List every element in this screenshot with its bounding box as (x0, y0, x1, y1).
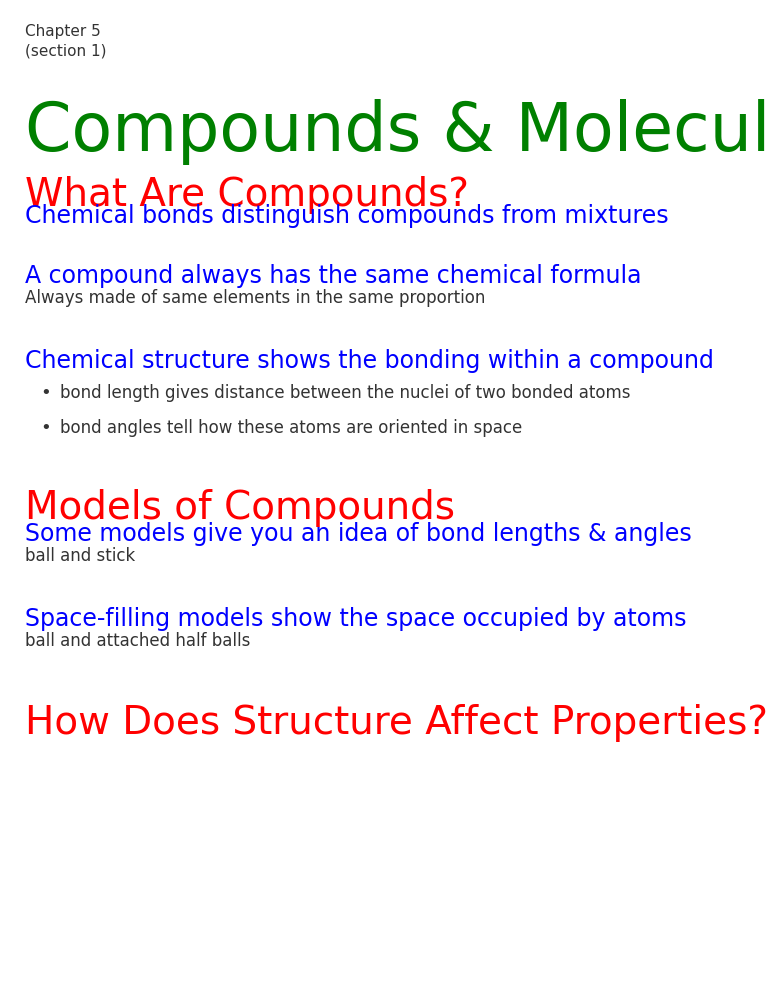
Text: bond angles tell how these atoms are oriented in space: bond angles tell how these atoms are ori… (60, 419, 522, 437)
Text: Some models give you an idea of bond lengths & angles: Some models give you an idea of bond len… (25, 522, 692, 546)
Text: Always made of same elements in the same proportion: Always made of same elements in the same… (25, 289, 485, 307)
Text: Chemical structure shows the bonding within a compound: Chemical structure shows the bonding wit… (25, 349, 714, 373)
Text: Space-filling models show the space occupied by atoms: Space-filling models show the space occu… (25, 607, 687, 631)
Text: •: • (40, 384, 51, 402)
Text: ball and attached half balls: ball and attached half balls (25, 632, 250, 650)
Text: •: • (40, 419, 51, 437)
Text: What Are Compounds?: What Are Compounds? (25, 176, 469, 214)
Text: (section 1): (section 1) (25, 44, 107, 59)
Text: A compound always has the same chemical formula: A compound always has the same chemical … (25, 264, 641, 288)
Text: Chapter 5: Chapter 5 (25, 24, 101, 39)
Text: How Does Structure Affect Properties?: How Does Structure Affect Properties? (25, 704, 768, 742)
Text: Compounds & Molecules: Compounds & Molecules (25, 99, 768, 165)
Text: Chemical bonds distinguish compounds from mixtures: Chemical bonds distinguish compounds fro… (25, 204, 669, 228)
Text: bond length gives distance between the nuclei of two bonded atoms: bond length gives distance between the n… (60, 384, 631, 402)
Text: ball and stick: ball and stick (25, 547, 135, 565)
Text: Models of Compounds: Models of Compounds (25, 489, 455, 527)
